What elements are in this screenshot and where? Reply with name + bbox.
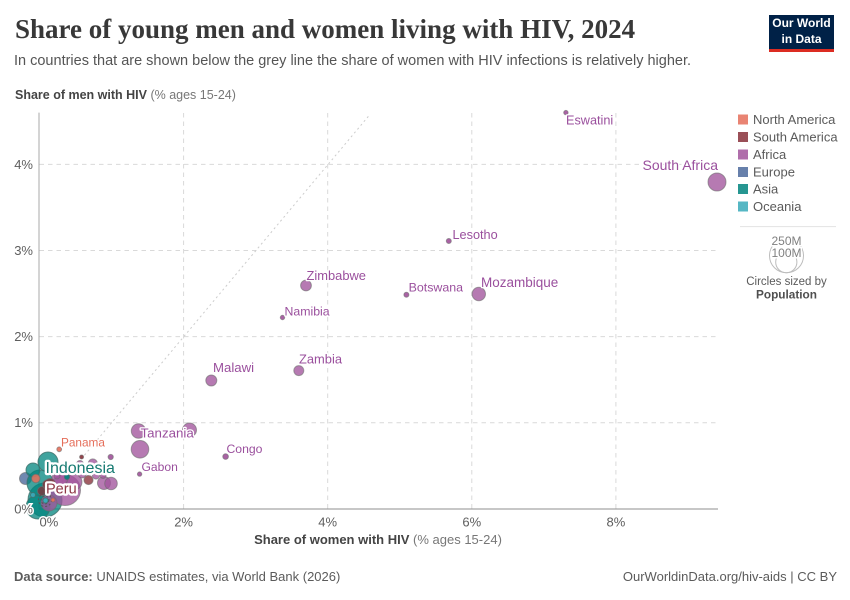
svg-text:South Africa: South Africa [643, 157, 719, 173]
svg-text:4%: 4% [318, 515, 337, 530]
svg-text:6%: 6% [462, 515, 481, 530]
svg-text:Zimbabwe: Zimbabwe [307, 268, 366, 283]
svg-text:South America: South America [753, 130, 838, 145]
svg-text:8%: 8% [607, 515, 626, 530]
svg-text:0%: 0% [14, 502, 33, 517]
svg-text:Share of women with HIV (% age: Share of women with HIV (% ages 15-24) [254, 532, 502, 547]
svg-text:Mozambique: Mozambique [481, 275, 558, 290]
svg-text:Botswana: Botswana [409, 281, 464, 295]
svg-text:Asia: Asia [753, 182, 779, 197]
svg-text:Eswatini: Eswatini [566, 114, 613, 128]
svg-text:2%: 2% [174, 515, 193, 530]
svg-text:Namibia: Namibia [285, 305, 330, 319]
svg-text:North America: North America [753, 112, 836, 127]
svg-text:Panama: Panama [61, 436, 105, 450]
svg-text:Africa: Africa [753, 147, 787, 162]
svg-text:Peru: Peru [46, 482, 77, 498]
svg-text:Share of men with HIV (% ages: Share of men with HIV (% ages 15-24) [15, 88, 236, 102]
svg-text:Oceania: Oceania [753, 199, 802, 214]
svg-text:4%: 4% [14, 157, 33, 172]
svg-text:Population: Population [756, 288, 817, 302]
svg-text:Tanzania: Tanzania [141, 426, 195, 441]
svg-text:Lesotho: Lesotho [453, 228, 498, 242]
svg-text:Zambia: Zambia [299, 352, 343, 367]
svg-text:2%: 2% [14, 329, 33, 344]
svg-text:Gabon: Gabon [142, 460, 178, 474]
svg-text:Indonesia: Indonesia [46, 460, 115, 477]
svg-text:100M: 100M [771, 246, 801, 260]
svg-text:250M: 250M [771, 234, 801, 248]
svg-text:Congo: Congo [227, 442, 263, 456]
svg-text:0%: 0% [40, 515, 59, 530]
svg-text:Europe: Europe [753, 165, 795, 180]
svg-text:Malawi: Malawi [213, 360, 254, 375]
svg-text:3%: 3% [14, 243, 33, 258]
svg-text:1%: 1% [14, 415, 33, 430]
svg-text:Circles sized by: Circles sized by [746, 276, 827, 288]
